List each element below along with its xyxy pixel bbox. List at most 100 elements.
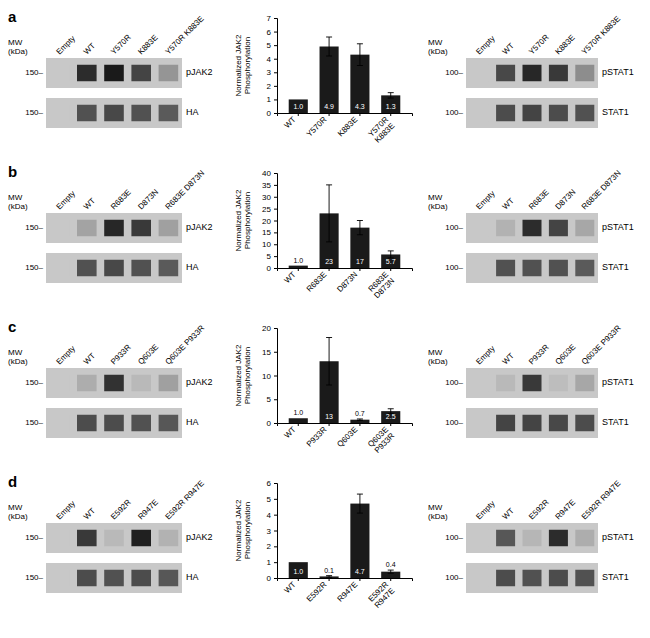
band bbox=[131, 260, 151, 277]
data-labels: 1.00.14.70.4 bbox=[293, 561, 395, 575]
x-tick-mark bbox=[298, 113, 299, 116]
x-tick-label: WT bbox=[283, 580, 298, 595]
text-line: MW bbox=[8, 38, 23, 47]
y-tick-mark bbox=[274, 352, 277, 353]
band bbox=[522, 220, 541, 237]
data-label: 13 bbox=[325, 413, 333, 420]
band bbox=[104, 105, 124, 122]
gel-background bbox=[46, 213, 182, 243]
y-tick-label: 30 bbox=[262, 193, 271, 202]
band bbox=[104, 65, 124, 82]
mw-title: MW(kDa) bbox=[8, 348, 28, 366]
y-axis-line bbox=[274, 174, 278, 269]
band bbox=[496, 105, 515, 122]
x-tick-label: WT bbox=[283, 115, 298, 130]
text-line: (kDa) bbox=[428, 357, 448, 366]
band bbox=[496, 65, 515, 82]
band bbox=[470, 570, 489, 587]
text-line: Phosphorylation bbox=[243, 502, 252, 559]
data-label: 1.0 bbox=[293, 409, 303, 416]
x-tick-label: WT bbox=[283, 270, 298, 285]
band bbox=[159, 65, 179, 82]
y-axis-line bbox=[274, 19, 278, 114]
y-tick: 35 bbox=[262, 181, 277, 190]
mw-label: 100– bbox=[445, 573, 463, 582]
lane-header: R947E bbox=[553, 498, 577, 522]
x-tick: R683ED873N bbox=[366, 268, 396, 300]
gel-background bbox=[466, 563, 598, 593]
y-axis-title: Normalized JAK2Phosphorylation bbox=[234, 189, 252, 251]
band bbox=[131, 530, 151, 547]
text-line: E592R bbox=[305, 580, 329, 604]
lane-header: Q603E P933R bbox=[580, 323, 623, 366]
y-tick-mark bbox=[274, 268, 277, 269]
y-tick: 0 bbox=[267, 419, 277, 428]
y-tick-mark bbox=[274, 499, 277, 500]
data-label: 4.7 bbox=[355, 568, 365, 575]
y-tick-mark bbox=[274, 256, 277, 257]
y-tick: 2 bbox=[267, 542, 277, 551]
x-tick: WT bbox=[283, 578, 299, 595]
lane-header: WT bbox=[82, 351, 97, 366]
lane-header: WT bbox=[82, 196, 97, 211]
error-bar bbox=[388, 570, 394, 573]
y-tick-mark bbox=[274, 423, 277, 424]
bar bbox=[320, 47, 339, 114]
y-tick-mark bbox=[274, 244, 277, 245]
bar bbox=[320, 576, 339, 578]
band bbox=[50, 570, 70, 587]
bar bbox=[289, 99, 308, 113]
text-line: (kDa) bbox=[8, 202, 28, 211]
data-label: 23 bbox=[325, 258, 333, 265]
x-tick-mark bbox=[359, 578, 360, 581]
blot-panel: EmptyWTP933RQ603EQ603E P933RMW(kDa)100–p… bbox=[428, 323, 634, 438]
x-tick-label: K883E bbox=[336, 115, 359, 138]
x-tick: R947E bbox=[336, 578, 360, 604]
x-axis-line bbox=[278, 269, 413, 272]
bar bbox=[350, 504, 369, 578]
x-tick-label: Y570R bbox=[305, 115, 329, 139]
y-tick-mark bbox=[274, 515, 277, 516]
y-tick-mark bbox=[274, 32, 277, 33]
y-tick-label: 0 bbox=[267, 109, 272, 118]
gel-background bbox=[46, 368, 182, 398]
text-line: P933R bbox=[373, 431, 397, 455]
bar-panel: 01234567WTY570RK883EY570RK883ENormalized… bbox=[234, 14, 413, 145]
band bbox=[575, 65, 594, 82]
mw-title: MW(kDa) bbox=[428, 503, 448, 521]
y-tick: 1 bbox=[267, 558, 277, 567]
text-line: MW bbox=[428, 193, 443, 202]
band bbox=[496, 415, 515, 432]
x-tick-mark bbox=[390, 268, 391, 271]
band-label: HA bbox=[186, 572, 199, 582]
band-label: pJAK2 bbox=[186, 377, 213, 387]
mw-label: 100– bbox=[445, 223, 463, 232]
text-line: (kDa) bbox=[428, 512, 448, 521]
bar bbox=[381, 411, 400, 423]
bar bbox=[289, 418, 308, 423]
mw-title: MW(kDa) bbox=[8, 503, 28, 521]
y-tick-label: 0 bbox=[267, 574, 272, 583]
band-label: pJAK2 bbox=[186, 67, 213, 77]
y-axis: 01234567 bbox=[267, 14, 278, 118]
text-line: (kDa) bbox=[428, 202, 448, 211]
band-label: pSTAT1 bbox=[602, 222, 634, 232]
mw-label: 100– bbox=[445, 533, 463, 542]
text-line: D873N bbox=[335, 270, 359, 294]
blot-panel: aEmptyWTY570RK883EY570R K883EMW(kDa)150–… bbox=[8, 8, 213, 128]
mw-label: 150– bbox=[25, 418, 43, 427]
y-tick-label: 35 bbox=[262, 181, 271, 190]
y-tick: 5 bbox=[267, 252, 277, 261]
lane-header: WT bbox=[501, 351, 516, 366]
y-tick: 20 bbox=[262, 324, 277, 333]
band-label: HA bbox=[186, 417, 199, 427]
gel-background bbox=[46, 98, 182, 128]
lane-header: K883E bbox=[553, 33, 576, 56]
data-label: 4.9 bbox=[324, 103, 334, 110]
text-line: Phosphorylation bbox=[243, 192, 252, 249]
y-tick: 15 bbox=[262, 348, 277, 357]
plot-marks bbox=[289, 494, 401, 578]
lane-header: WT bbox=[501, 196, 516, 211]
band bbox=[159, 105, 179, 122]
band bbox=[575, 260, 594, 277]
